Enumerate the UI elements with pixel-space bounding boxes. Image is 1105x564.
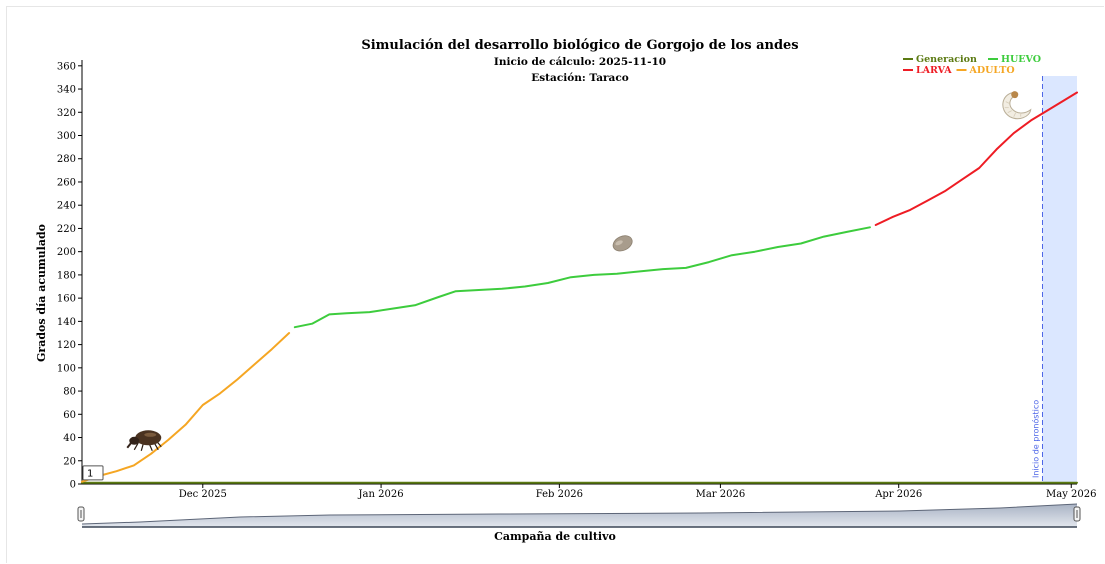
forecast-band <box>1042 76 1077 484</box>
y-tick-label: 180 <box>57 270 76 281</box>
generation-label-text: 1 <box>87 468 93 479</box>
weevil-beetle-icon <box>126 430 162 452</box>
y-tick-label: 300 <box>57 131 76 142</box>
x-tick-label: Dec 2025 <box>179 489 227 500</box>
x-tick-label: Feb 2026 <box>536 489 583 500</box>
y-tick-label: 140 <box>57 317 76 328</box>
y-tick-label: 240 <box>57 201 76 212</box>
y-tick-label: 220 <box>57 224 76 235</box>
y-tick-label: 80 <box>63 387 76 398</box>
range-navigator[interactable] <box>77 503 1081 528</box>
x-tick-label: Mar 2026 <box>696 489 746 500</box>
y-tick-label: 200 <box>57 247 76 258</box>
y-tick-label: 160 <box>57 294 76 305</box>
navigator-top-line <box>81 503 1078 525</box>
larva-grub-icon <box>1002 91 1032 120</box>
x-tick-label: Jan 2026 <box>358 489 404 500</box>
navigator-left-handle[interactable] <box>77 506 85 522</box>
y-tick-label: 40 <box>63 433 76 444</box>
y-tick-label: 340 <box>57 85 76 96</box>
chart-subtitle-station: Estación: Taraco <box>531 72 628 84</box>
legend-label-huevo[interactable]: HUEVO <box>1001 54 1041 65</box>
y-tick-label: 260 <box>57 177 76 188</box>
series-line-larva <box>874 91 1078 226</box>
y-tick-label: 120 <box>57 340 76 351</box>
chart-subtitle-start: Inicio de cálculo: 2025-11-10 <box>494 56 666 68</box>
y-tick-label: 360 <box>57 61 76 72</box>
chart-title: Simulación del desarrollo biológico de G… <box>361 38 798 53</box>
frame-border <box>6 6 1104 563</box>
x-tick-label: Apr 2026 <box>874 489 922 500</box>
navigator-right-handle[interactable] <box>1073 506 1081 522</box>
series-line-adulto <box>81 332 291 483</box>
x-axis-label: Campaña de cultivo <box>494 530 616 543</box>
y-tick-label: 100 <box>57 363 76 374</box>
y-tick-label: 280 <box>57 154 76 165</box>
y-tick-label: 0 <box>70 480 76 491</box>
y-axis-label: Grados día acumulado <box>35 224 48 362</box>
x-tick-label: May 2026 <box>1046 489 1096 500</box>
y-tick-label: 60 <box>63 410 76 421</box>
legend-label-generacion[interactable]: Generacion <box>916 54 977 65</box>
forecast-label: Inicio de pronóstico <box>1030 400 1040 478</box>
generation-label-box <box>82 465 104 481</box>
legend-label-adulto[interactable]: ADULTO <box>969 65 1015 76</box>
y-tick-label: 20 <box>63 456 76 467</box>
series-line-huevo <box>293 226 871 329</box>
egg-icon <box>612 235 633 252</box>
y-tick-label: 320 <box>57 108 76 119</box>
legend-label-larva[interactable]: LARVA <box>916 65 952 76</box>
navigator-area <box>82 504 1077 527</box>
